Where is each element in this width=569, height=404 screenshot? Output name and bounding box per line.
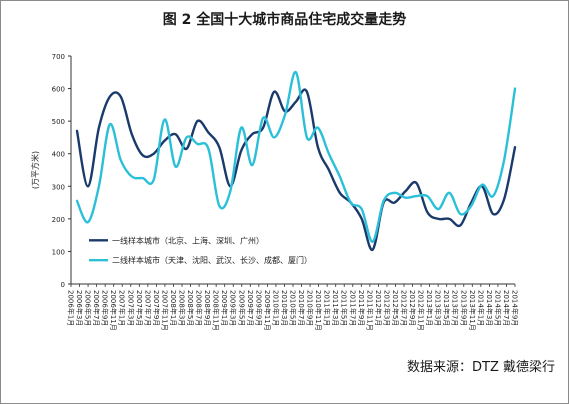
x-tick-label: 2012年1月 bbox=[374, 290, 383, 326]
x-tick-label: 2013年11月 bbox=[468, 290, 477, 331]
x-tick-label: 2011年7月 bbox=[348, 290, 357, 326]
x-tick-label: 2007年11月 bbox=[160, 290, 169, 331]
x-tick-label: 2014年7月 bbox=[502, 290, 511, 326]
y-tick-label: 0 bbox=[61, 281, 65, 289]
chart-title: 图 2 全国十大城市商品住宅成交量走势 bbox=[162, 12, 407, 28]
x-tick-label: 2010年3月 bbox=[280, 290, 289, 326]
y-tick-label: 200 bbox=[52, 216, 65, 224]
x-tick-label: 2008年11月 bbox=[212, 290, 221, 331]
x-tick-label: 2013年5月 bbox=[442, 290, 451, 326]
x-tick-label: 2008年3月 bbox=[178, 290, 187, 326]
x-tick-label: 2009年7月 bbox=[246, 290, 255, 326]
y-tick-label: 400 bbox=[52, 151, 65, 159]
x-tick-label: 2010年1月 bbox=[271, 290, 280, 326]
x-tick-label: 2008年5月 bbox=[186, 290, 195, 326]
x-tick-label: 2013年9月 bbox=[459, 290, 468, 326]
x-tick-label: 2007年5月 bbox=[135, 290, 144, 326]
legend-label-2: 二线样本城市（天津、沈阳、武汉、长沙、成都、厦门） bbox=[112, 255, 312, 265]
legend-label-1: 一线样本城市（北京、上海、深圳、广州） bbox=[112, 235, 264, 245]
x-tick-label: 2012年9月 bbox=[408, 290, 417, 326]
y-tick-label: 700 bbox=[52, 53, 65, 61]
legend: 一线样本城市（北京、上海、深圳、广州） 二线样本城市（天津、沈阳、武汉、长沙、成都… bbox=[89, 235, 312, 265]
x-tick-label: 2009年5月 bbox=[237, 290, 246, 326]
series-line-1 bbox=[75, 88, 517, 252]
series-group bbox=[75, 71, 517, 252]
x-tick-label: 2006年3月 bbox=[75, 290, 84, 326]
x-tick-label: 2013年3月 bbox=[434, 290, 443, 326]
y-tick-label: 300 bbox=[52, 183, 65, 191]
x-tick-label: 2011年11月 bbox=[365, 290, 374, 331]
x-tick-label: 2007年9月 bbox=[152, 290, 161, 326]
y-axis-label: (万平方米) bbox=[30, 151, 40, 189]
x-tick-label: 2010年5月 bbox=[289, 290, 298, 326]
x-tick-label: 2013年7月 bbox=[451, 290, 460, 326]
x-tick-label: 2014年5月 bbox=[493, 290, 502, 326]
x-tick-label: 2007年1月 bbox=[118, 290, 127, 326]
x-tick-label: 2006年5月 bbox=[84, 290, 93, 326]
x-tick-label: 2014年1月 bbox=[476, 290, 485, 326]
x-tick-label: 2006年1月 bbox=[67, 290, 76, 326]
x-tick-label: 2008年9月 bbox=[203, 290, 212, 326]
x-tick-label: 2011年5月 bbox=[340, 290, 349, 326]
x-tick-label: 2011年3月 bbox=[331, 290, 340, 326]
x-tick-label: 2009年3月 bbox=[229, 290, 238, 326]
x-tick-label: 2009年9月 bbox=[254, 290, 263, 326]
y-tick-label: 500 bbox=[52, 118, 65, 126]
y-tick-label: 100 bbox=[52, 248, 65, 256]
x-tick-label: 2012年11月 bbox=[417, 290, 426, 331]
x-tick-label: 2010年11月 bbox=[314, 290, 323, 331]
x-tick-label: 2006年9月 bbox=[101, 290, 110, 326]
x-tick-label: 2011年1月 bbox=[323, 290, 332, 326]
x-tick-label: 2013年1月 bbox=[425, 290, 434, 326]
x-tick-label: 2012年3月 bbox=[382, 290, 391, 326]
x-tick-label: 2014年9月 bbox=[511, 290, 520, 326]
x-tick-label: 2010年7月 bbox=[297, 290, 306, 326]
x-tick-label: 2014年3月 bbox=[485, 290, 494, 326]
x-tick-label: 2010年9月 bbox=[306, 290, 315, 326]
x-tick-label: 2012年7月 bbox=[400, 290, 409, 326]
x-tick-label: 2012年5月 bbox=[391, 290, 400, 326]
x-tick-label: 2006年11月 bbox=[109, 290, 118, 331]
x-tick-label: 2007年3月 bbox=[126, 290, 135, 326]
x-tick-label: 2009年1月 bbox=[220, 290, 229, 326]
x-tick-label: 2011年9月 bbox=[357, 290, 366, 326]
x-tick-label: 2009年11月 bbox=[263, 290, 272, 331]
x-tick-label: 2006年7月 bbox=[92, 290, 101, 326]
x-tick-label: 2007年7月 bbox=[143, 290, 152, 326]
x-tick-label: 2008年7月 bbox=[195, 290, 204, 326]
x-tick-label: 2008年1月 bbox=[169, 290, 178, 326]
y-tick-label: 600 bbox=[52, 86, 65, 94]
source-note: 数据来源：DTZ 戴德梁行 bbox=[407, 360, 555, 375]
series-line-2 bbox=[75, 71, 517, 243]
